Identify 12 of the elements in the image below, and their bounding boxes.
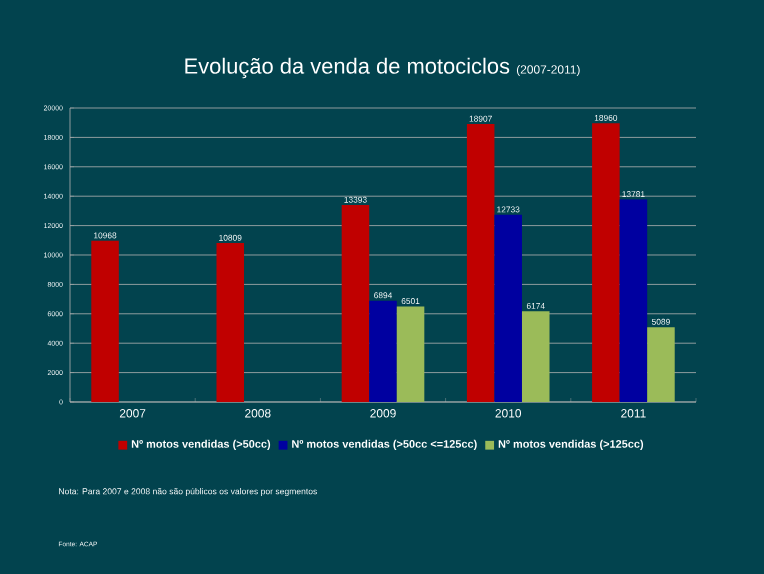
bar xyxy=(91,240,119,402)
bar xyxy=(592,123,620,402)
bar xyxy=(396,306,425,402)
bar xyxy=(619,199,648,402)
bar xyxy=(466,124,495,402)
bar xyxy=(341,205,370,402)
bar xyxy=(647,327,675,402)
chart-title: Evolução da venda de motociclos xyxy=(185,57,510,79)
bar xyxy=(216,243,245,402)
bar xyxy=(521,311,550,402)
bar xyxy=(494,214,522,402)
bar xyxy=(369,300,397,402)
